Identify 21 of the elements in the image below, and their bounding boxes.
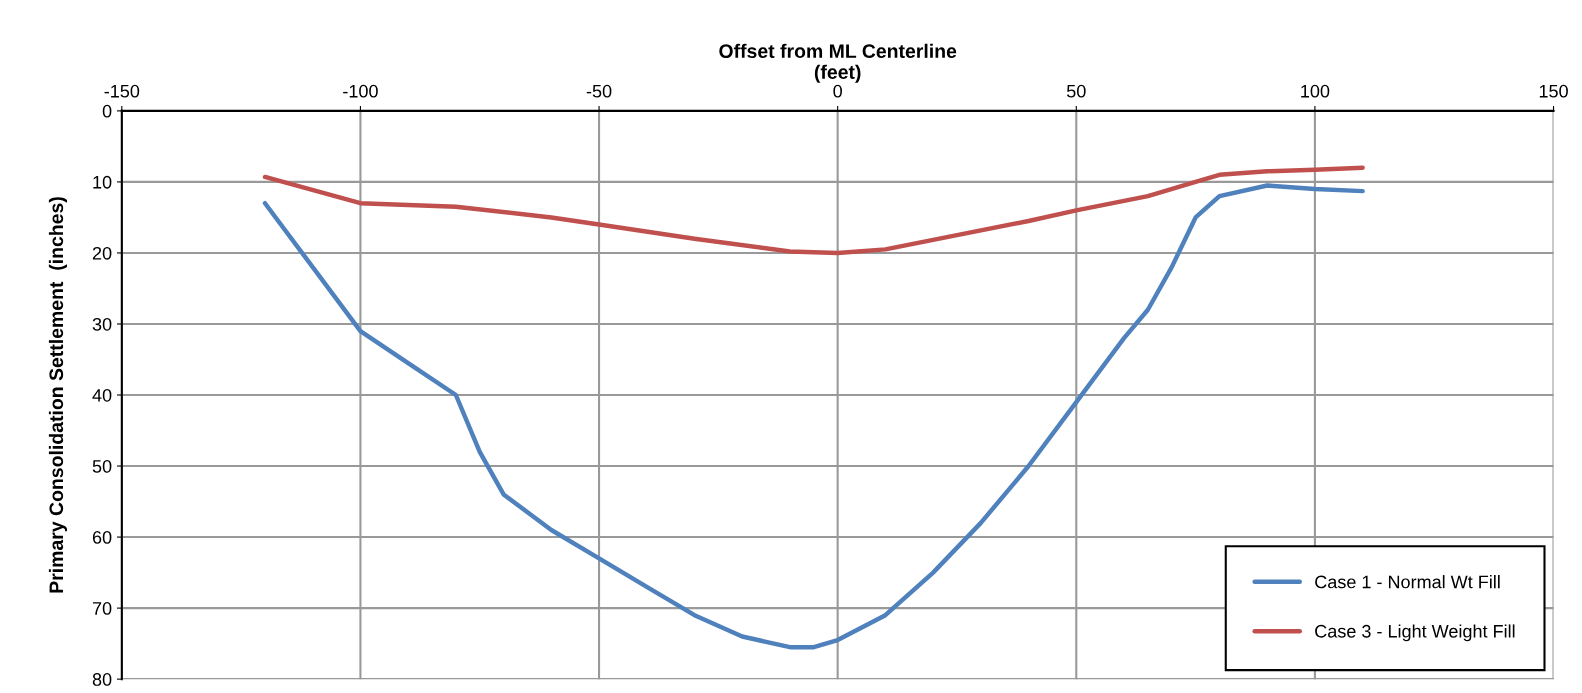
x-tick-label: -100 [343, 84, 378, 98]
x-tick-label: 0 [833, 84, 842, 98]
legend-label: Case 3 - Light Weight Fill [1315, 624, 1515, 642]
y-tick-label: 20 [92, 246, 112, 260]
y-tick-label: 10 [93, 175, 112, 189]
legend-label: Case 1 - Normal Wt Fill [1315, 575, 1500, 589]
x-tick-label: -50 [586, 84, 612, 98]
y-tick-label: 60 [92, 531, 112, 544]
y-tick-label: 40 [92, 388, 112, 402]
y-tick-label: 30 [92, 317, 112, 331]
x-tick-label: 150 [1539, 84, 1568, 98]
x-tick-label: -150 [104, 84, 140, 98]
y-tick-label: 0 [102, 104, 112, 118]
y-tick-label: 70 [92, 602, 112, 615]
x-axis-title: Offset from ML Centerline (feet) [719, 43, 957, 83]
y-tick-label: 80 [92, 673, 112, 686]
line-series [262, 165, 1365, 256]
y-tick-label: 50 [92, 459, 112, 473]
y-axis-title: Primary Consolidation Settlement (inches) [48, 197, 68, 593]
x-tick-label: 50 [1066, 84, 1086, 98]
x-tick-label: 100 [1301, 84, 1330, 98]
